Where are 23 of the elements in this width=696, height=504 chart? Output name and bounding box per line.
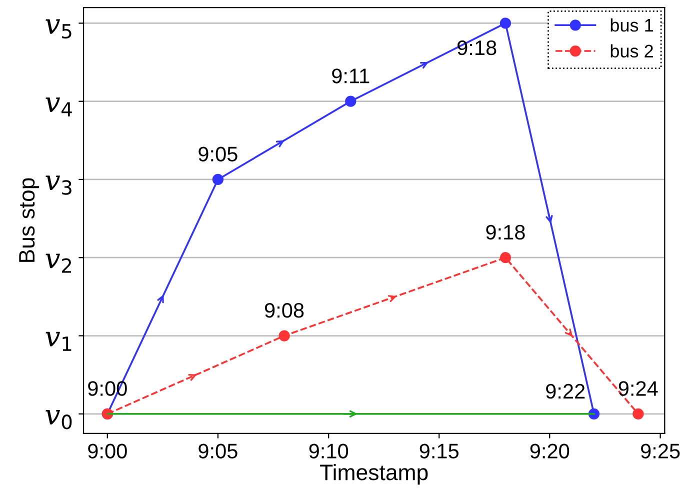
legend-label: bus 2 [610,44,653,58]
x-tick-label: 9:00 [88,444,127,458]
x-tick-label: 9:10 [309,444,348,458]
annotation: 9:18 [458,40,496,56]
y-tick-label: v$_{5}$ [46,19,72,39]
y-tick-label: v$_{4}$ [46,97,72,116]
legend-label: bus 1 [610,18,653,32]
x-tick-label: 9:20 [530,444,570,458]
x-tick-label: 9:05 [198,444,238,458]
annotation: 9:11 [332,68,370,84]
y-tick-label: v$_{2}$ [46,254,72,273]
x-tick-label: 9:15 [420,444,459,458]
annotation: 9:22 [546,384,585,399]
y-tick-label: v$_{3}$ [46,176,72,195]
annotation: 9:24 [618,381,658,396]
annotation: 9:05 [198,146,238,162]
y-tick-label: v$_{1}$ [46,332,72,351]
annotation: 9:18 [486,224,525,240]
x-tick-label: 9:25 [641,444,680,458]
annotation: 9:08 [264,303,304,318]
x-axis-title: Timestamp [320,464,428,485]
y-axis-title: Bus stop [19,178,40,262]
y-tick-label: v$_{0}$ [46,410,72,430]
